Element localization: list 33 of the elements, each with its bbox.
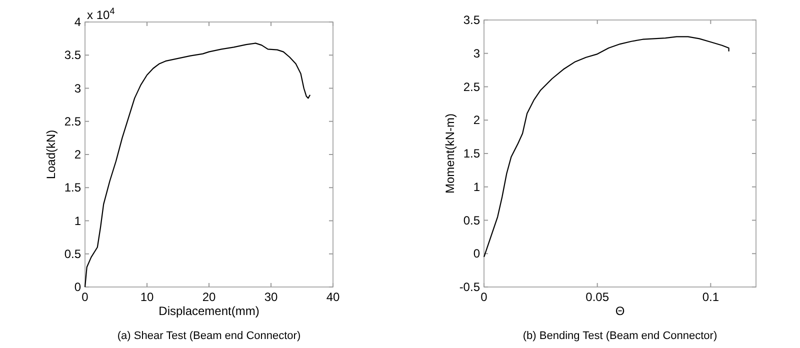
y-tick-label: 3.5	[463, 13, 480, 27]
y-tick-label: 1.5	[64, 180, 82, 195]
y-axis-title: Load(kN)	[44, 130, 58, 180]
y-tick-label: 4	[74, 15, 82, 29]
line-series	[483, 36, 730, 258]
y-tick-label: 2.5	[64, 114, 82, 128]
y-tick-label: 0	[473, 246, 480, 261]
x-tick-label: 0.05	[586, 290, 610, 304]
annotation: x 10$^{4}$	[87, 6, 115, 22]
x-tick-label: 40	[326, 290, 340, 304]
y-tick-label: 2.5	[463, 80, 480, 94]
x-tick-label: 30	[264, 290, 278, 304]
y-tick-label: -0.5	[459, 280, 480, 294]
line-series	[84, 42, 311, 288]
y-tick-label: 2	[74, 148, 82, 162]
y-tick-label: 1	[74, 214, 82, 228]
y-tick-label: 0.5	[463, 213, 480, 228]
y-tick-label: 1.5	[463, 146, 480, 160]
y-tick-label: 0	[74, 280, 82, 294]
x-axis-title: Displacement(mm)	[158, 304, 260, 318]
y-tick-label: 3	[74, 81, 82, 96]
x-tick-label: 20	[202, 290, 216, 304]
y-tick-label: 1	[473, 180, 480, 194]
text: (a) Shear Test (Beam end Connector)	[117, 330, 301, 342]
y-tick-label: 0.5	[64, 246, 82, 261]
text: (b) Bending Test (Beam end Connector)	[522, 330, 718, 342]
x-tick-label: 10	[140, 290, 154, 304]
y-tick-label: 2	[473, 113, 480, 128]
x-tick-label: 0.1	[702, 290, 720, 304]
x-axis-title: Θ	[615, 304, 625, 318]
y-tick-label: 3	[473, 46, 480, 60]
y-axis-title: Moment(kN-m)	[443, 114, 457, 194]
y-tick-label: 3.5	[64, 48, 82, 62]
